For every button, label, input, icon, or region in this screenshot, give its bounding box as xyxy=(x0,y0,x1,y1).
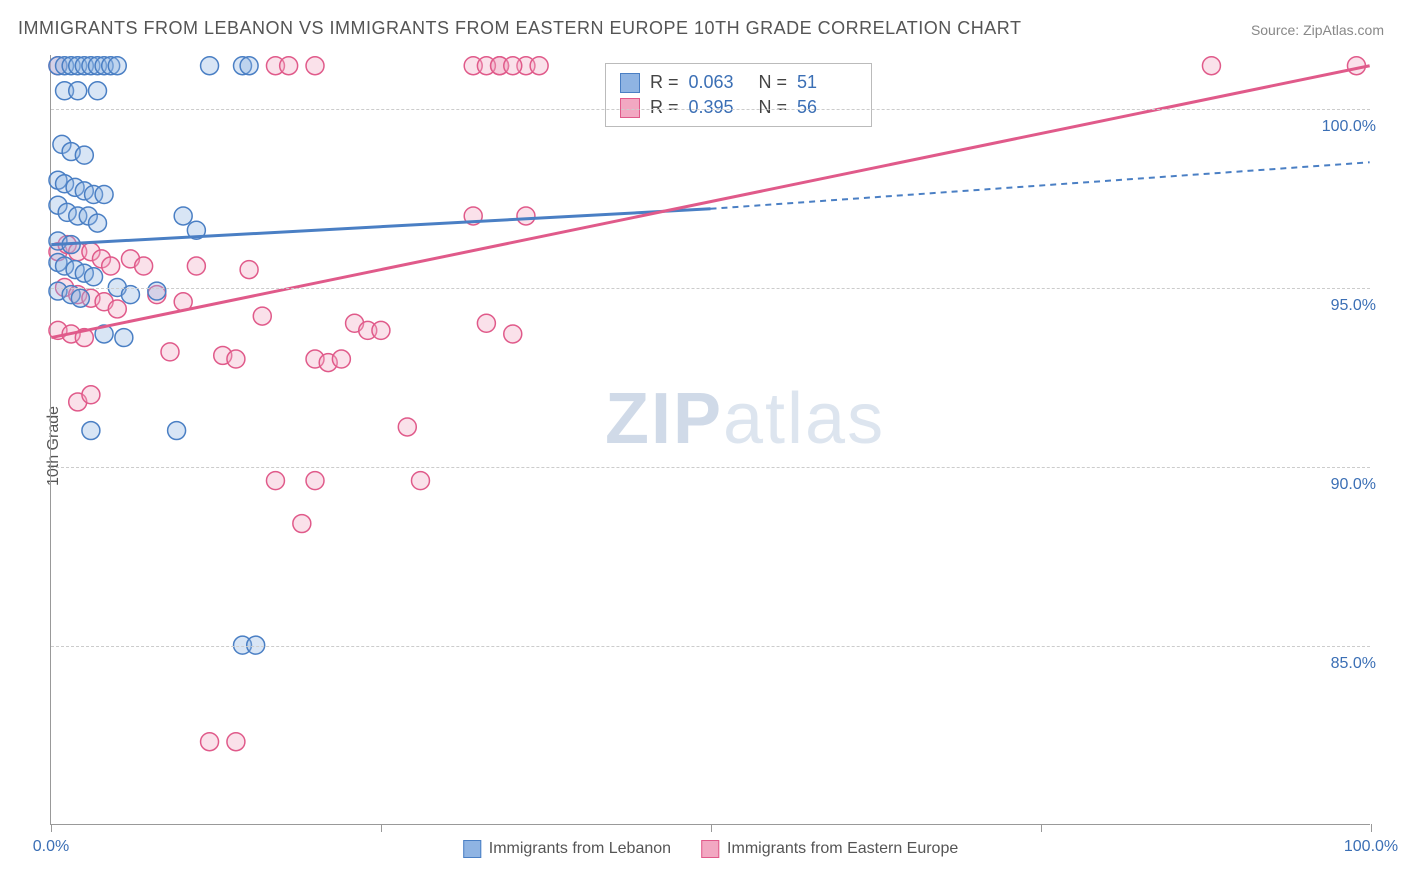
data-point xyxy=(95,186,113,204)
data-point xyxy=(332,350,350,368)
data-point xyxy=(148,282,166,300)
legend-item: Immigrants from Eastern Europe xyxy=(701,840,958,858)
data-point xyxy=(102,257,120,275)
data-point xyxy=(227,350,245,368)
data-point xyxy=(266,472,284,490)
data-point xyxy=(253,307,271,325)
legend-swatch xyxy=(620,73,640,93)
data-point xyxy=(115,329,133,347)
data-point xyxy=(201,733,219,751)
gridline xyxy=(51,646,1370,647)
data-point xyxy=(477,314,495,332)
x-tick xyxy=(1371,824,1372,832)
data-point xyxy=(504,57,522,75)
x-tick xyxy=(381,824,382,832)
data-point xyxy=(280,57,298,75)
data-point xyxy=(504,325,522,343)
x-tick xyxy=(51,824,52,832)
plot-area: ZIPatlas R =0.063N =51R =0.395N =56 Immi… xyxy=(50,55,1370,825)
data-point xyxy=(372,321,390,339)
x-tick xyxy=(711,824,712,832)
r-value: 0.395 xyxy=(688,97,748,118)
x-tick-label: 100.0% xyxy=(1344,838,1398,856)
legend-label: Immigrants from Lebanon xyxy=(489,840,671,858)
data-point xyxy=(71,289,89,307)
y-tick-label: 100.0% xyxy=(1318,118,1380,136)
data-point xyxy=(82,422,100,440)
gridline xyxy=(51,109,1370,110)
data-point xyxy=(1202,57,1220,75)
data-point xyxy=(108,300,126,318)
data-point xyxy=(306,472,324,490)
data-point xyxy=(174,207,192,225)
data-point xyxy=(530,57,548,75)
data-point xyxy=(135,257,153,275)
data-point xyxy=(108,57,126,75)
legend-swatch xyxy=(701,840,719,858)
y-tick-label: 95.0% xyxy=(1327,297,1380,315)
y-tick-label: 90.0% xyxy=(1327,476,1380,494)
data-point xyxy=(398,418,416,436)
legend-swatch xyxy=(463,840,481,858)
data-point xyxy=(82,386,100,404)
chart-title: IMMIGRANTS FROM LEBANON VS IMMIGRANTS FR… xyxy=(18,18,1021,39)
data-point xyxy=(411,472,429,490)
data-point xyxy=(187,257,205,275)
source-label: Source: ZipAtlas.com xyxy=(1251,22,1384,38)
r-label: R = xyxy=(650,97,679,118)
gridline xyxy=(51,467,1370,468)
stats-legend-box: R = 0.063 N = 51 R = 0.395 N = 56 xyxy=(605,63,872,127)
legend-item: Immigrants from Lebanon xyxy=(463,840,671,858)
n-label: N = xyxy=(758,97,787,118)
r-label: R = xyxy=(650,72,679,93)
bottom-legend: Immigrants from Lebanon Immigrants from E… xyxy=(463,840,959,858)
data-point xyxy=(201,57,219,75)
data-point xyxy=(89,214,107,232)
data-point xyxy=(517,207,535,225)
n-value: 56 xyxy=(797,97,857,118)
data-point xyxy=(85,268,103,286)
x-tick xyxy=(1041,824,1042,832)
y-tick-label: 85.0% xyxy=(1327,655,1380,673)
data-point xyxy=(168,422,186,440)
trend-line xyxy=(51,209,710,245)
data-point xyxy=(240,261,258,279)
data-point xyxy=(89,82,107,100)
data-point xyxy=(161,343,179,361)
r-value: 0.063 xyxy=(688,72,748,93)
n-value: 51 xyxy=(797,72,857,93)
data-point xyxy=(227,733,245,751)
stats-row: R = 0.063 N = 51 xyxy=(620,70,857,95)
data-point xyxy=(306,57,324,75)
trend-line-dashed xyxy=(711,162,1370,208)
legend-label: Immigrants from Eastern Europe xyxy=(727,840,958,858)
data-point xyxy=(293,515,311,533)
x-tick-label: 0.0% xyxy=(33,838,69,856)
stats-row: R = 0.395 N = 56 xyxy=(620,95,857,120)
data-point xyxy=(75,146,93,164)
data-point xyxy=(240,57,258,75)
data-point xyxy=(69,82,87,100)
legend-swatch xyxy=(620,98,640,118)
n-label: N = xyxy=(758,72,787,93)
gridline xyxy=(51,288,1370,289)
chart-svg xyxy=(51,55,1370,824)
